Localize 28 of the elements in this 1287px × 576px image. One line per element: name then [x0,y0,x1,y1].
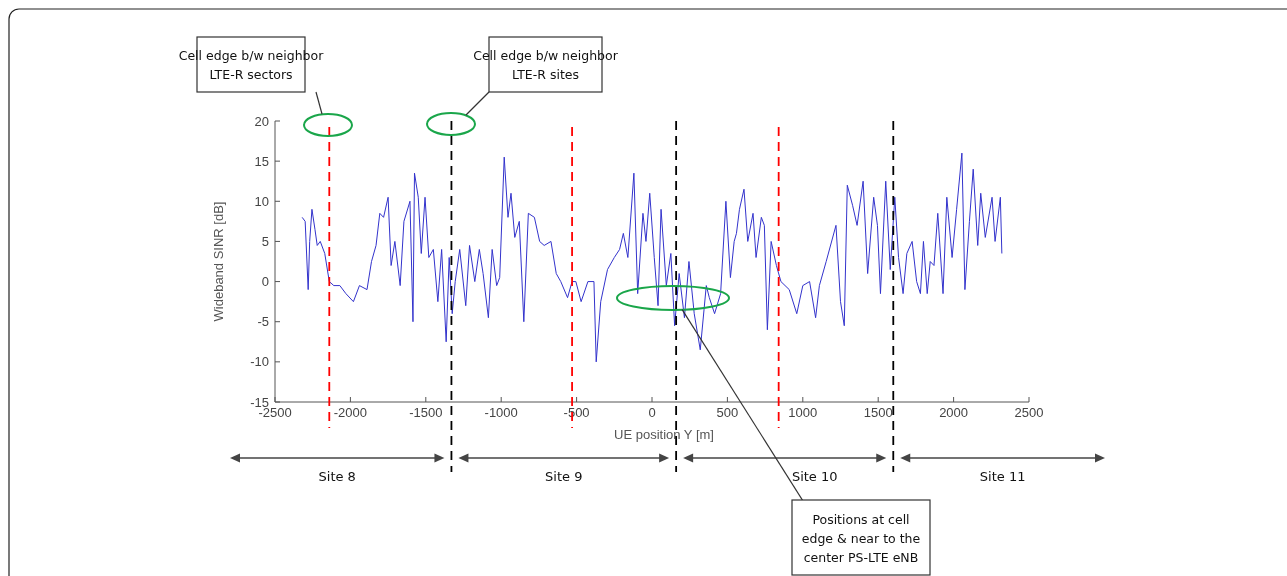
x-axis-title: UE position Y [m] [614,427,714,442]
x-tick-label: 1500 [863,405,893,420]
y-tick-label: 20 [254,113,269,129]
text: Site 8 [318,469,356,484]
x-tick-label: 2000 [939,405,969,420]
x-tick-label: 0 [648,405,656,420]
text: Site 9 [545,469,583,484]
y-tick-label: 5 [261,233,269,249]
y-tick-label: 15 [254,153,269,169]
line-series [301,152,1003,363]
text: Cell edge b/w neighbor LTE-R sectors [178,48,325,82]
x-tick-label: -1000 [484,405,518,420]
x-tick-label: -2500 [258,405,292,420]
y-tick-label: 0 [261,274,269,290]
x-tick-label: 2500 [1014,405,1044,420]
x-tick-label: -2000 [333,405,368,420]
y-tick-label: 10 [254,193,269,209]
x-tick-label: 500 [716,405,739,420]
y-axis-title: Wideband SINR [dB] [211,201,226,322]
x-tick-label: -1500 [409,405,443,420]
annotation: Positions at cell edge & near to the center PS-LTE eNB [801,511,921,565]
x-tick-label: 1000 [788,405,818,420]
text: Site 10 [791,469,838,484]
y-tick-label: -5 [257,314,269,330]
text: Site 11 [979,469,1026,484]
y-tick-label: -10 [250,354,269,370]
text: Cell edge b/w neighbor LTE-R sites [473,48,619,82]
x-tick-label: -500 [563,405,590,420]
